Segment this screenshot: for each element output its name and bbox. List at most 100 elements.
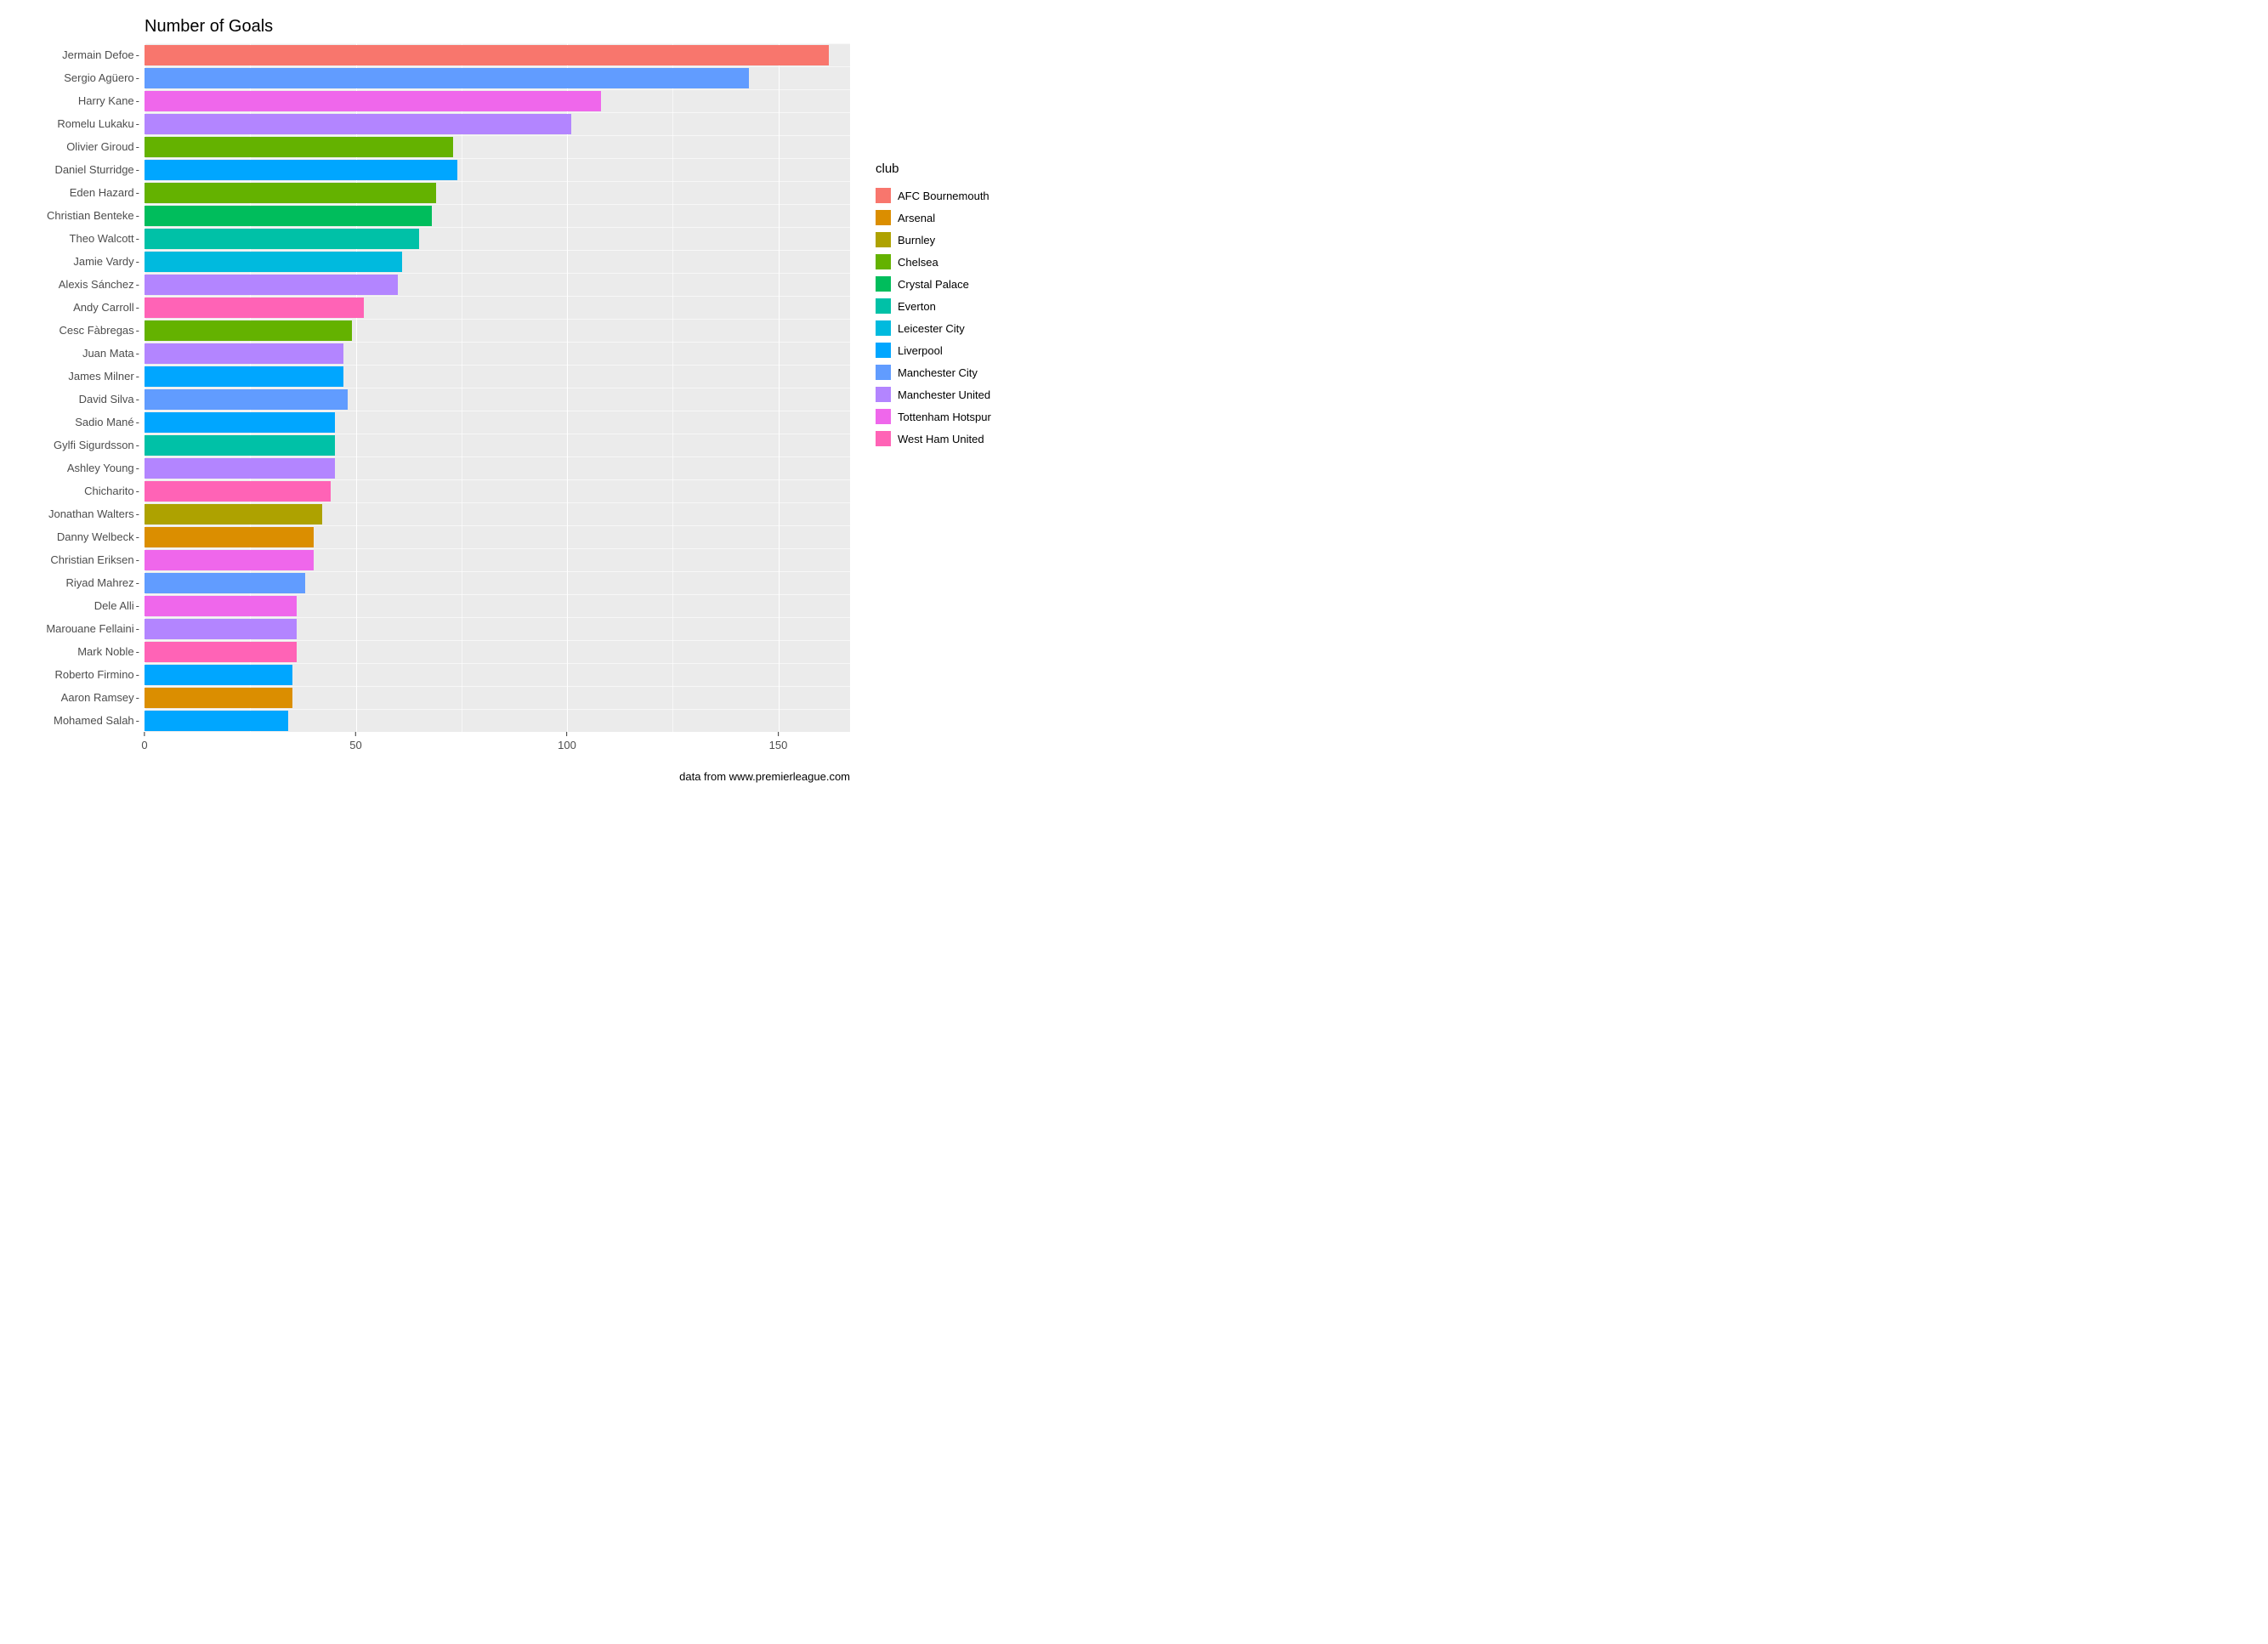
y-label: Theo Walcott - (17, 227, 139, 250)
bar-row (145, 89, 850, 112)
bar (145, 573, 305, 593)
player-name-label: Roberto Firmino (54, 668, 133, 681)
bar (145, 366, 343, 387)
player-name-label: Sergio Agüero (64, 71, 133, 84)
y-label: Jamie Vardy - (17, 250, 139, 273)
player-name-label: Harry Kane (78, 94, 134, 107)
x-tick-label: 150 (769, 739, 788, 751)
bar-row (145, 296, 850, 319)
player-name-label: Alexis Sánchez (59, 278, 134, 291)
y-label: Danny Welbeck - (17, 525, 139, 548)
y-tick-mark: - (136, 714, 139, 727)
player-name-label: James Milner (68, 370, 133, 383)
y-tick-mark: - (136, 668, 139, 681)
bar (145, 527, 314, 547)
x-tick: 150 (769, 732, 788, 751)
y-label: Roberto Firmino - (17, 663, 139, 686)
bar-row (145, 342, 850, 365)
bar (145, 343, 343, 364)
legend-item: Chelsea (876, 251, 991, 273)
y-tick-mark: - (136, 94, 139, 107)
bar (145, 45, 829, 65)
bar (145, 68, 749, 88)
legend-swatch (876, 387, 891, 402)
player-name-label: Jermain Defoe (62, 48, 134, 61)
chart-container: Number of Goals Jermain Defoe -Sergio Ag… (17, 17, 1151, 783)
legend-item: Burnley (876, 229, 991, 251)
bar-row (145, 158, 850, 181)
y-tick-mark: - (136, 622, 139, 635)
bar-row (145, 388, 850, 411)
y-tick-mark: - (136, 324, 139, 337)
y-label: Gylfi Sigurdsson - (17, 434, 139, 456)
y-label: Mark Noble - (17, 640, 139, 663)
bar (145, 481, 331, 502)
bar-row (145, 479, 850, 502)
y-label: Jermain Defoe - (17, 43, 139, 66)
bar-row (145, 181, 850, 204)
y-label: Andy Carroll - (17, 296, 139, 319)
y-label: Juan Mata - (17, 342, 139, 365)
y-tick-mark: - (136, 462, 139, 474)
y-tick-mark: - (136, 255, 139, 268)
player-name-label: Marouane Fellaini (46, 622, 133, 635)
y-tick-mark: - (136, 439, 139, 451)
y-label: Jonathan Walters - (17, 502, 139, 525)
x-tick-mark (355, 732, 356, 736)
player-name-label: Aaron Ramsey (61, 691, 134, 704)
player-name-label: Sadio Mané (75, 416, 133, 428)
player-name-label: Mohamed Salah (54, 714, 134, 727)
legend-label: West Ham United (898, 433, 984, 445)
player-name-label: Romelu Lukaku (57, 117, 133, 130)
x-tick-label: 100 (558, 739, 576, 751)
bar-row (145, 135, 850, 158)
bar-row (145, 502, 850, 525)
y-tick-mark: - (136, 599, 139, 612)
legend-swatch (876, 298, 891, 314)
legend-item: Liverpool (876, 339, 991, 361)
bar (145, 137, 453, 157)
y-tick-mark: - (136, 232, 139, 245)
legend-label: Chelsea (898, 256, 938, 269)
y-label: Sadio Mané - (17, 411, 139, 434)
legend-label: Tottenham Hotspur (898, 411, 991, 423)
legend-item: Manchester United (876, 383, 991, 405)
legend-label: Leicester City (898, 322, 965, 335)
y-label: Eden Hazard - (17, 181, 139, 204)
chart-panel (145, 43, 850, 732)
legend-swatch (876, 188, 891, 203)
bar-row (145, 411, 850, 434)
bar (145, 229, 419, 249)
legend-label: Everton (898, 300, 936, 313)
y-label: Mohamed Salah - (17, 709, 139, 732)
y-tick-mark: - (136, 393, 139, 405)
x-axis: 050100150 (145, 732, 850, 757)
bar-row (145, 663, 850, 686)
player-name-label: Chicharito (84, 485, 134, 497)
legend-item: Leicester City (876, 317, 991, 339)
legend-swatch (876, 365, 891, 380)
legend-swatch (876, 254, 891, 269)
bar (145, 275, 398, 295)
bar-row (145, 227, 850, 250)
y-label: Olivier Giroud - (17, 135, 139, 158)
bar (145, 389, 348, 410)
bar-row (145, 709, 850, 732)
bar-row (145, 594, 850, 617)
player-name-label: Andy Carroll (73, 301, 134, 314)
y-label: Dele Alli - (17, 594, 139, 617)
y-tick-mark: - (136, 416, 139, 428)
legend-item: Manchester City (876, 361, 991, 383)
y-label: Cesc Fàbregas - (17, 319, 139, 342)
legend-swatch (876, 409, 891, 424)
bar-row (145, 434, 850, 456)
legend-swatch (876, 232, 891, 247)
y-tick-mark: - (136, 301, 139, 314)
bar-row (145, 456, 850, 479)
bar (145, 596, 297, 616)
y-label: Christian Eriksen - (17, 548, 139, 571)
bar (145, 252, 402, 272)
legend-swatch (876, 320, 891, 336)
player-name-label: Jamie Vardy (73, 255, 133, 268)
bar (145, 320, 352, 341)
